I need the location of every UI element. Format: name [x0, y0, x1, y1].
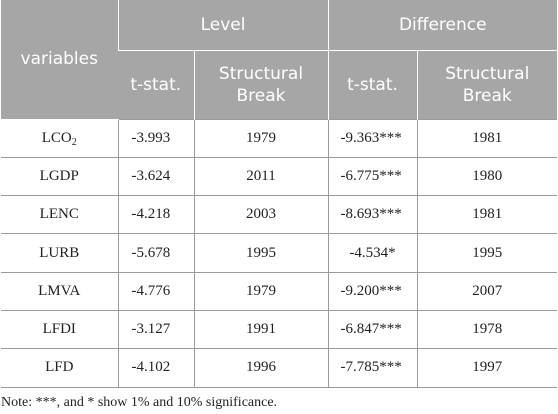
diff-break-cell: 1981 — [416, 118, 558, 158]
variables-header: variables — [1, 0, 118, 120]
diff-break-cell: 1995 — [416, 233, 558, 273]
difference-group-header: Difference — [327, 0, 558, 51]
table-row: LCO2 -3.993 1979 -9.363*** 1981 — [1, 118, 558, 158]
structural-label: Structural — [445, 63, 530, 84]
variable-cell: LFD — [1, 348, 118, 388]
table-row: LGDP -3.624 2011 -6.775*** 1980 — [1, 156, 558, 196]
level-tstat-cell: -3.624 — [117, 156, 194, 196]
level-break-cell: 1979 — [193, 271, 328, 311]
diff-break-cell: 2007 — [416, 271, 558, 311]
level-break-cell: 1996 — [193, 348, 328, 388]
level-break-cell: 1979 — [193, 118, 328, 158]
level-tstat-cell: -4.776 — [117, 271, 194, 311]
level-tstat-cell: -3.127 — [117, 309, 194, 349]
unit-root-test-table: variables Level Difference t-stat. Struc… — [1, 0, 558, 388]
diff-break-cell: 1997 — [416, 348, 558, 388]
level-structural-break-header: Structural Break — [193, 50, 328, 119]
table-row: LENC -4.218 2003 -8.693*** 1981 — [1, 195, 558, 234]
header-group-row: variables Level Difference — [1, 0, 558, 120]
level-tstat-cell: -5.678 — [117, 233, 194, 273]
table-row: LURB -5.678 1995 -4.534* 1995 — [1, 233, 558, 273]
results-table-container: variables Level Difference t-stat. Struc… — [1, 0, 558, 388]
diff-tstat-cell: -8.693*** — [327, 195, 417, 234]
diff-tstat-cell: -7.785*** — [327, 348, 417, 388]
diff-tstat-cell: -9.363*** — [327, 118, 417, 158]
header-sub-row: t-stat. Structural Break t-stat. Structu… — [1, 50, 558, 119]
level-tstat-cell: -4.218 — [117, 195, 194, 234]
table-row: LMVA -4.776 1979 -9.200*** 2007 — [1, 271, 558, 311]
table-row: LFDI -3.127 1991 -6.847*** 1978 — [1, 309, 558, 349]
variable-cell: LENC — [1, 195, 118, 234]
diff-tstat-cell: -9.200*** — [327, 271, 417, 311]
diff-tstat-cell: -6.775*** — [327, 156, 417, 196]
diff-break-cell: 1978 — [416, 309, 558, 349]
table-footnote: Note: ***, and * show 1% and 10% signifi… — [1, 395, 278, 410]
difference-tstat-header: t-stat. — [327, 50, 417, 119]
level-break-cell: 1995 — [193, 233, 328, 273]
variable-cell: LCO2 — [1, 118, 118, 158]
level-group-header: Level — [117, 0, 328, 51]
variable-cell: LGDP — [1, 156, 118, 196]
level-tstat-cell: -3.993 — [117, 118, 194, 158]
variable-cell: LMVA — [1, 271, 118, 311]
diff-break-cell: 1980 — [416, 156, 558, 196]
diff-break-cell: 1981 — [416, 195, 558, 234]
break-label: Break — [462, 85, 512, 106]
variable-cell: LFDI — [1, 309, 118, 349]
structural-label: Structural — [218, 63, 304, 84]
table-row: LFD -4.102 1996 -7.785*** 1997 — [1, 348, 558, 388]
diff-tstat-cell: -6.847*** — [327, 309, 417, 349]
level-break-cell: 1991 — [193, 309, 328, 349]
level-tstat-header: t-stat. — [118, 50, 194, 119]
diff-tstat-cell: -4.534* — [327, 233, 417, 273]
variable-cell: LURB — [1, 233, 118, 273]
level-break-cell: 2011 — [193, 156, 328, 196]
level-break-cell: 2003 — [193, 195, 328, 234]
level-tstat-cell: -4.102 — [117, 348, 194, 388]
difference-structural-break-header: Structural Break — [416, 50, 558, 119]
break-label: Break — [236, 85, 286, 106]
